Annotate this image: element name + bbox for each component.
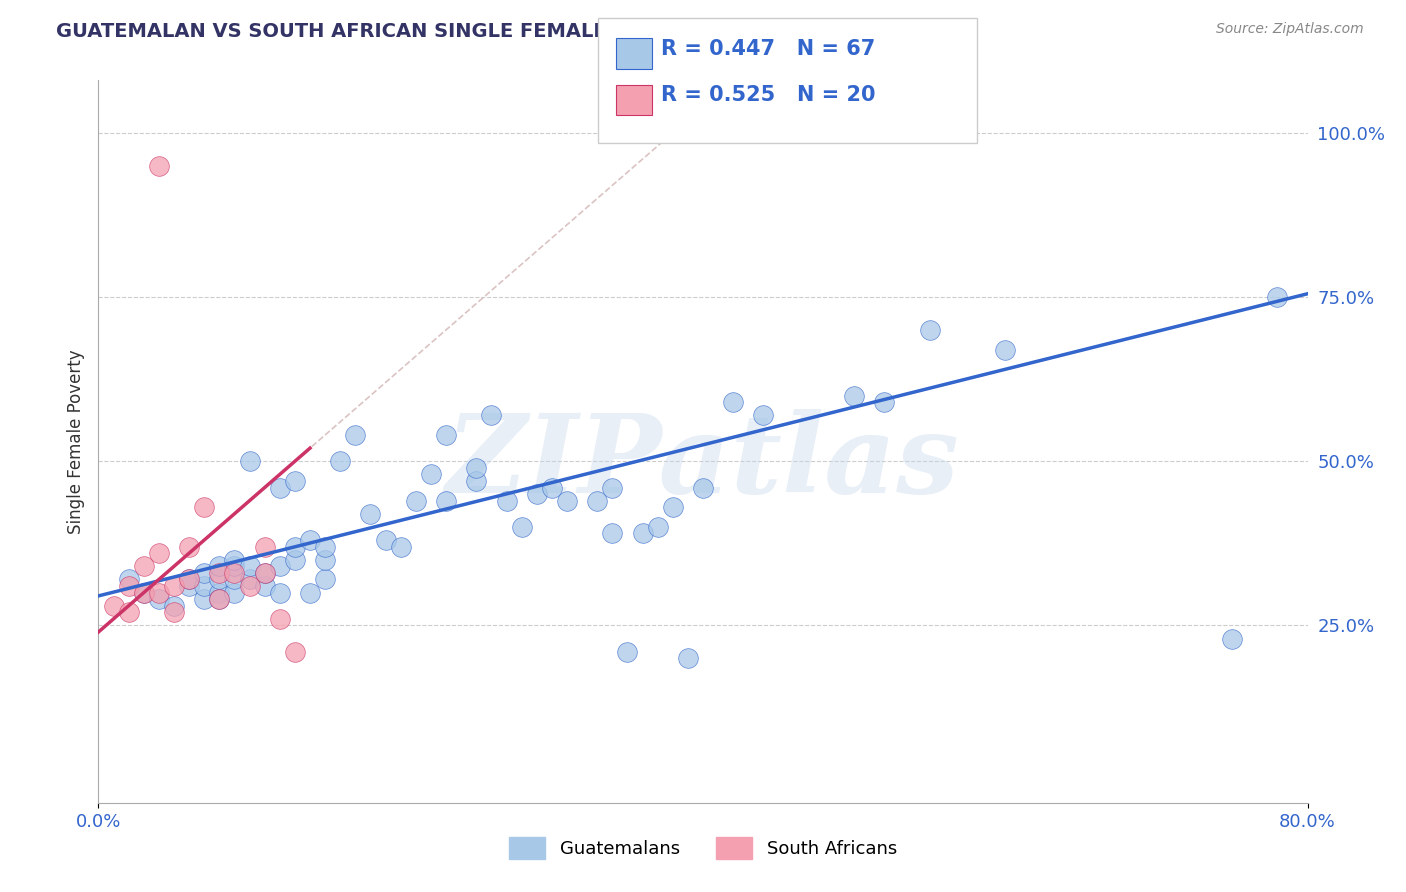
Point xyxy=(314,553,336,567)
Point xyxy=(284,553,307,567)
Point xyxy=(1220,632,1243,646)
Point xyxy=(465,460,488,475)
Point xyxy=(434,493,457,508)
Point xyxy=(224,573,246,587)
Point xyxy=(1267,290,1289,304)
Point xyxy=(434,428,457,442)
Point xyxy=(132,559,155,574)
Point xyxy=(224,566,246,580)
Point xyxy=(299,585,322,599)
Point xyxy=(661,500,683,515)
Point xyxy=(602,481,624,495)
Point xyxy=(239,579,262,593)
Point xyxy=(193,579,215,593)
Point xyxy=(103,599,125,613)
Point xyxy=(163,605,186,619)
Point xyxy=(723,395,745,409)
Point xyxy=(314,573,336,587)
Point xyxy=(284,540,307,554)
Point xyxy=(253,540,276,554)
Point xyxy=(676,651,699,665)
Point xyxy=(602,526,624,541)
Point xyxy=(631,526,654,541)
Point xyxy=(208,566,231,580)
Point xyxy=(284,645,307,659)
Point xyxy=(208,559,231,574)
Point xyxy=(208,573,231,587)
Text: R = 0.525   N = 20: R = 0.525 N = 20 xyxy=(661,86,876,105)
Point xyxy=(647,520,669,534)
Point xyxy=(692,481,714,495)
Text: ZIPatlas: ZIPatlas xyxy=(446,409,960,517)
Point xyxy=(918,323,941,337)
Point xyxy=(148,585,170,599)
Point xyxy=(481,409,503,423)
Point xyxy=(132,585,155,599)
Point xyxy=(224,585,246,599)
Text: R = 0.447   N = 67: R = 0.447 N = 67 xyxy=(661,39,875,59)
Point xyxy=(752,409,775,423)
Legend: Guatemalans, South Africans: Guatemalans, South Africans xyxy=(502,830,904,866)
Point xyxy=(208,592,231,607)
Point xyxy=(616,645,638,659)
Point xyxy=(118,605,141,619)
Point xyxy=(269,585,291,599)
Point xyxy=(224,559,246,574)
Point xyxy=(465,474,488,488)
Point xyxy=(224,553,246,567)
Point xyxy=(420,467,443,482)
Point xyxy=(269,481,291,495)
Point xyxy=(405,493,427,508)
Point xyxy=(148,159,170,173)
Point xyxy=(329,454,352,468)
Point xyxy=(495,493,517,508)
Point xyxy=(163,599,186,613)
Point xyxy=(253,579,276,593)
Point xyxy=(344,428,367,442)
Point xyxy=(239,454,262,468)
Point xyxy=(148,546,170,560)
Point xyxy=(208,585,231,599)
Point xyxy=(540,481,562,495)
Point xyxy=(193,592,215,607)
Point xyxy=(193,566,215,580)
Point xyxy=(284,474,307,488)
Point xyxy=(118,573,141,587)
Point xyxy=(389,540,412,554)
Point xyxy=(994,343,1017,357)
Text: Source: ZipAtlas.com: Source: ZipAtlas.com xyxy=(1216,22,1364,37)
Point xyxy=(239,559,262,574)
Point xyxy=(555,493,578,508)
Point xyxy=(132,585,155,599)
Point xyxy=(360,507,382,521)
Y-axis label: Single Female Poverty: Single Female Poverty xyxy=(66,350,84,533)
Point xyxy=(193,500,215,515)
Point xyxy=(374,533,396,547)
Point xyxy=(526,487,548,501)
Point xyxy=(163,579,186,593)
Point xyxy=(586,493,609,508)
Text: GUATEMALAN VS SOUTH AFRICAN SINGLE FEMALE POVERTY CORRELATION CHART: GUATEMALAN VS SOUTH AFRICAN SINGLE FEMAL… xyxy=(56,22,955,41)
Point xyxy=(299,533,322,547)
Point xyxy=(179,573,201,587)
Point xyxy=(269,612,291,626)
Point xyxy=(253,566,276,580)
Point xyxy=(269,559,291,574)
Point xyxy=(118,579,141,593)
Point xyxy=(179,579,201,593)
Point xyxy=(314,540,336,554)
Point xyxy=(148,592,170,607)
Point xyxy=(873,395,896,409)
Point xyxy=(239,573,262,587)
Point xyxy=(253,566,276,580)
Point xyxy=(844,388,866,402)
Point xyxy=(510,520,533,534)
Point xyxy=(179,573,201,587)
Point xyxy=(208,592,231,607)
Point xyxy=(179,540,201,554)
